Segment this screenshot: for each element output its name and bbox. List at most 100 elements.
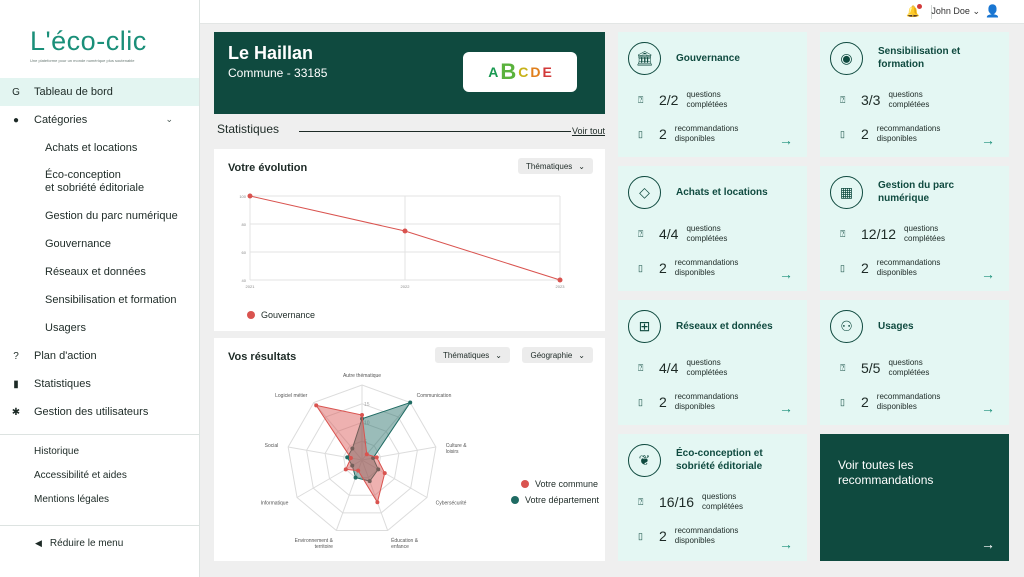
- radar-point: [382, 471, 387, 476]
- sidebar-item-plan[interactable]: ? Plan d'action: [0, 342, 199, 370]
- sidebar-item-dashboard[interactable]: G Tableau de bord: [0, 78, 199, 106]
- arrow-right-icon[interactable]: →: [779, 536, 793, 552]
- evolution-line-chart: 40 60 80 100 2021 2022 2023: [239, 193, 565, 289]
- recommendations-label: recommandations disponibles: [876, 392, 941, 411]
- data-point: [247, 193, 253, 199]
- sidebar-item-label: Sensibilisation et formation: [45, 294, 177, 306]
- sidebar-item-label: Catégories: [34, 114, 88, 126]
- arrow-right-icon[interactable]: →: [981, 266, 995, 282]
- stats-header: Statistiques Voir tout: [217, 122, 605, 140]
- category-card[interactable]: ⊞ Réseaux et données ⍰ 4/4 questions complét…: [618, 300, 807, 425]
- thematiques-dropdown[interactable]: Thématiques ⌄: [435, 347, 510, 363]
- stats-title: Statistiques: [217, 122, 280, 136]
- clipboard-icon: ▯: [638, 262, 643, 273]
- recommendations-count: 2: [659, 394, 667, 410]
- recommendations-label: recommandations disponibles: [674, 124, 739, 143]
- user-name: John Doe: [931, 6, 970, 16]
- grid-icon: ▦: [830, 176, 863, 209]
- sidebar-item-utilisateurs[interactable]: ✱ Gestion des utilisateurs: [0, 398, 199, 426]
- reduce-menu-button[interactable]: ◀ Réduire le menu: [0, 525, 199, 549]
- recommendations-count: 2: [861, 126, 869, 142]
- question-bubble-icon: ⍰: [638, 228, 644, 239]
- sidebar-item-statistiques[interactable]: ▮ Statistiques: [0, 370, 199, 398]
- data-point: [557, 277, 563, 283]
- sidebar-item-reseaux[interactable]: Réseaux et données: [0, 258, 199, 286]
- radar-tick-label: 15: [364, 402, 370, 408]
- chevron-down-icon: ⌄: [495, 350, 502, 360]
- card-title: Sensibilisation et formation: [878, 46, 961, 70]
- see-all-link[interactable]: Voir tout: [571, 126, 605, 136]
- sidebar-item-gouvernance[interactable]: Gouvernance: [0, 230, 199, 258]
- arrow-right-icon[interactable]: →: [779, 266, 793, 282]
- dropdown-label: Thématiques: [443, 350, 490, 360]
- footer-link-historique[interactable]: Historique: [34, 445, 80, 457]
- radar-axis-label: Communication: [417, 393, 452, 399]
- radar-point: [348, 456, 353, 461]
- questions-count: 5/5: [861, 360, 881, 376]
- arrow-right-icon[interactable]: →: [779, 132, 793, 148]
- question-bubble-icon: ⍰: [638, 362, 644, 373]
- radar-axis-label: Autre thématique: [343, 373, 381, 379]
- sidebar-item-label: Gouvernance: [45, 238, 112, 250]
- questions-count: 2/2: [659, 92, 679, 108]
- y-tick-label: 60: [242, 250, 247, 255]
- questions-count: 3/3: [861, 92, 881, 108]
- recommendations-label: recommandations disponibles: [876, 258, 941, 277]
- radar-point: [374, 455, 379, 460]
- sidebar-item-parc[interactable]: Gestion du parc numérique: [0, 202, 199, 230]
- radar-axis-label: Logiciel métier: [275, 393, 308, 399]
- network-icon: ⊞: [628, 310, 661, 343]
- sidebar-item-label: Usagers: [45, 322, 86, 334]
- category-card[interactable]: 🏛 Gouvernance ⍰ 2/2 questions complétées ▯ 2 re…: [618, 32, 807, 157]
- bell-icon[interactable]: 🔔: [906, 4, 922, 18]
- arrow-right-icon[interactable]: →: [981, 400, 995, 416]
- geographie-dropdown[interactable]: Géographie ⌄: [522, 347, 593, 363]
- clipboard-icon: ▯: [840, 262, 845, 273]
- sidebar-item-usagers[interactable]: Usagers: [0, 314, 199, 342]
- recommendations-count: 2: [659, 528, 667, 544]
- chevron-down-icon: ⌄: [165, 114, 173, 124]
- footer-link-mentions[interactable]: Mentions légales: [34, 493, 110, 505]
- category-card[interactable]: ▦ Gestion du parc numérique ⍰ 12/12 question…: [820, 166, 1009, 291]
- y-tick-label: 80: [242, 222, 247, 227]
- questions-label: questions complétées: [888, 90, 930, 109]
- questions-label: questions complétées: [702, 492, 743, 511]
- commune-header: Le Haillan Commune - 33185 A B C D E: [214, 32, 605, 114]
- card-title: Gestion du parc numérique: [878, 180, 955, 204]
- sidebar-item-categories[interactable]: ● Catégories ⌄: [0, 106, 199, 134]
- sidebar-item-achats[interactable]: Achats et locations: [0, 134, 199, 162]
- user-menu[interactable]: John Doe ⌄: [931, 6, 980, 17]
- sidebar-item-label: Achats et locations: [45, 142, 138, 154]
- divider: [931, 5, 932, 19]
- sidebar-item-sensibilisation[interactable]: Sensibilisation et formation: [0, 286, 199, 314]
- recommendations-row: ▯ 2 recommandations disponibles: [840, 124, 940, 144]
- clipboard-icon: ▯: [840, 396, 845, 407]
- radar-point: [360, 413, 364, 417]
- questions-label: questions complétées: [686, 224, 728, 243]
- all-recommendations-card[interactable]: Voir toutes les recommandations →: [820, 434, 1009, 561]
- all-recommendations-label: Voir toutes les recommandations: [838, 458, 934, 487]
- recommendations-row: ▯ 2 recommandations disponibles: [840, 392, 940, 412]
- category-card[interactable]: ⚇ Usages ⍰ 5/5 questions complétées ▯ 2 recomma…: [820, 300, 1009, 425]
- results-title: Vos résultats: [228, 351, 297, 363]
- footer-link-accessibilite[interactable]: Accessibilité et aides: [34, 469, 127, 481]
- commune-name: Le Haillan: [228, 43, 314, 63]
- logo[interactable]: L'éco-clic Une plateforme pour un monde …: [30, 26, 180, 63]
- recommendations-count: 2: [861, 260, 869, 276]
- radar-series-area: [315, 404, 386, 504]
- thematiques-dropdown[interactable]: Thématiques ⌄: [518, 158, 593, 174]
- question-bubble-icon: ⍰: [840, 228, 846, 239]
- radar-ring: [287, 384, 437, 531]
- arrow-right-icon[interactable]: →: [779, 400, 793, 416]
- arrow-right-icon[interactable]: →: [981, 132, 995, 148]
- radar-legend-departement: Votre département: [511, 495, 599, 505]
- divider: [299, 131, 571, 132]
- category-card[interactable]: ◇ Achats et locations ⍰ 4/4 questions complé…: [618, 166, 807, 291]
- radar-tick-label: 10: [364, 421, 370, 427]
- category-card[interactable]: ❦ Éco-conception et sobriété éditoriale ⍰ 1…: [618, 434, 807, 561]
- sidebar-item-ecoconception[interactable]: Éco-conception et sobriété éditoriale: [0, 162, 199, 202]
- dashboard-icon: G: [12, 86, 20, 98]
- category-card[interactable]: ◉ Sensibilisation et formation ⍰ 3/3 questio…: [820, 32, 1009, 157]
- user-icon[interactable]: 👤: [985, 4, 1000, 18]
